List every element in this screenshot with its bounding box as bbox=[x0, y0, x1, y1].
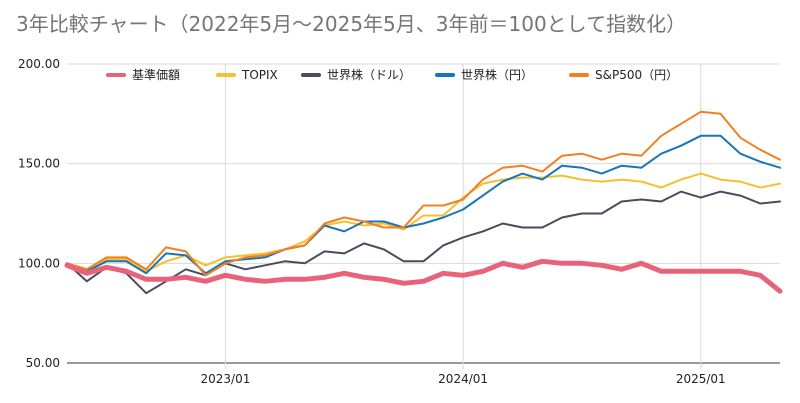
x-tick-label: 2025/01 bbox=[676, 372, 726, 386]
y-axis-labels: 50.00 100.00 150.00 200.00 bbox=[18, 57, 60, 370]
series-line-2 bbox=[66, 190, 781, 295]
series-line-1 bbox=[66, 172, 781, 273]
legend-label: 世界株（ドル） bbox=[327, 67, 411, 82]
x-tick-label: 2023/01 bbox=[201, 372, 251, 386]
x-tick-label: 2024/01 bbox=[438, 372, 488, 386]
series-line-4 bbox=[66, 110, 781, 277]
y-tick-label: 200.00 bbox=[18, 57, 60, 71]
legend-label: 世界株（円） bbox=[461, 67, 533, 82]
series-line-3 bbox=[66, 134, 781, 275]
y-tick-label: 150.00 bbox=[18, 157, 60, 171]
legend: 基準価額 TOPIX 世界株（ドル） 世界株（円） S&P500（円） bbox=[106, 67, 678, 82]
y-tick-label: 50.00 bbox=[26, 356, 60, 370]
y-tick-label: 100.00 bbox=[18, 256, 60, 270]
legend-label: TOPIX bbox=[241, 68, 278, 82]
legend-label: S&P500（円） bbox=[595, 68, 678, 82]
series-line-0 bbox=[64, 258, 783, 294]
legend-label: 基準価額 bbox=[132, 67, 180, 82]
grid-layer bbox=[67, 63, 780, 369]
chart-title: 3年比較チャート（2022年5月～2025年5月、3年前＝100として指数化） bbox=[16, 12, 687, 36]
series-layer bbox=[64, 110, 783, 295]
x-axis-labels: 2023/01 2024/01 2025/01 bbox=[201, 372, 726, 386]
